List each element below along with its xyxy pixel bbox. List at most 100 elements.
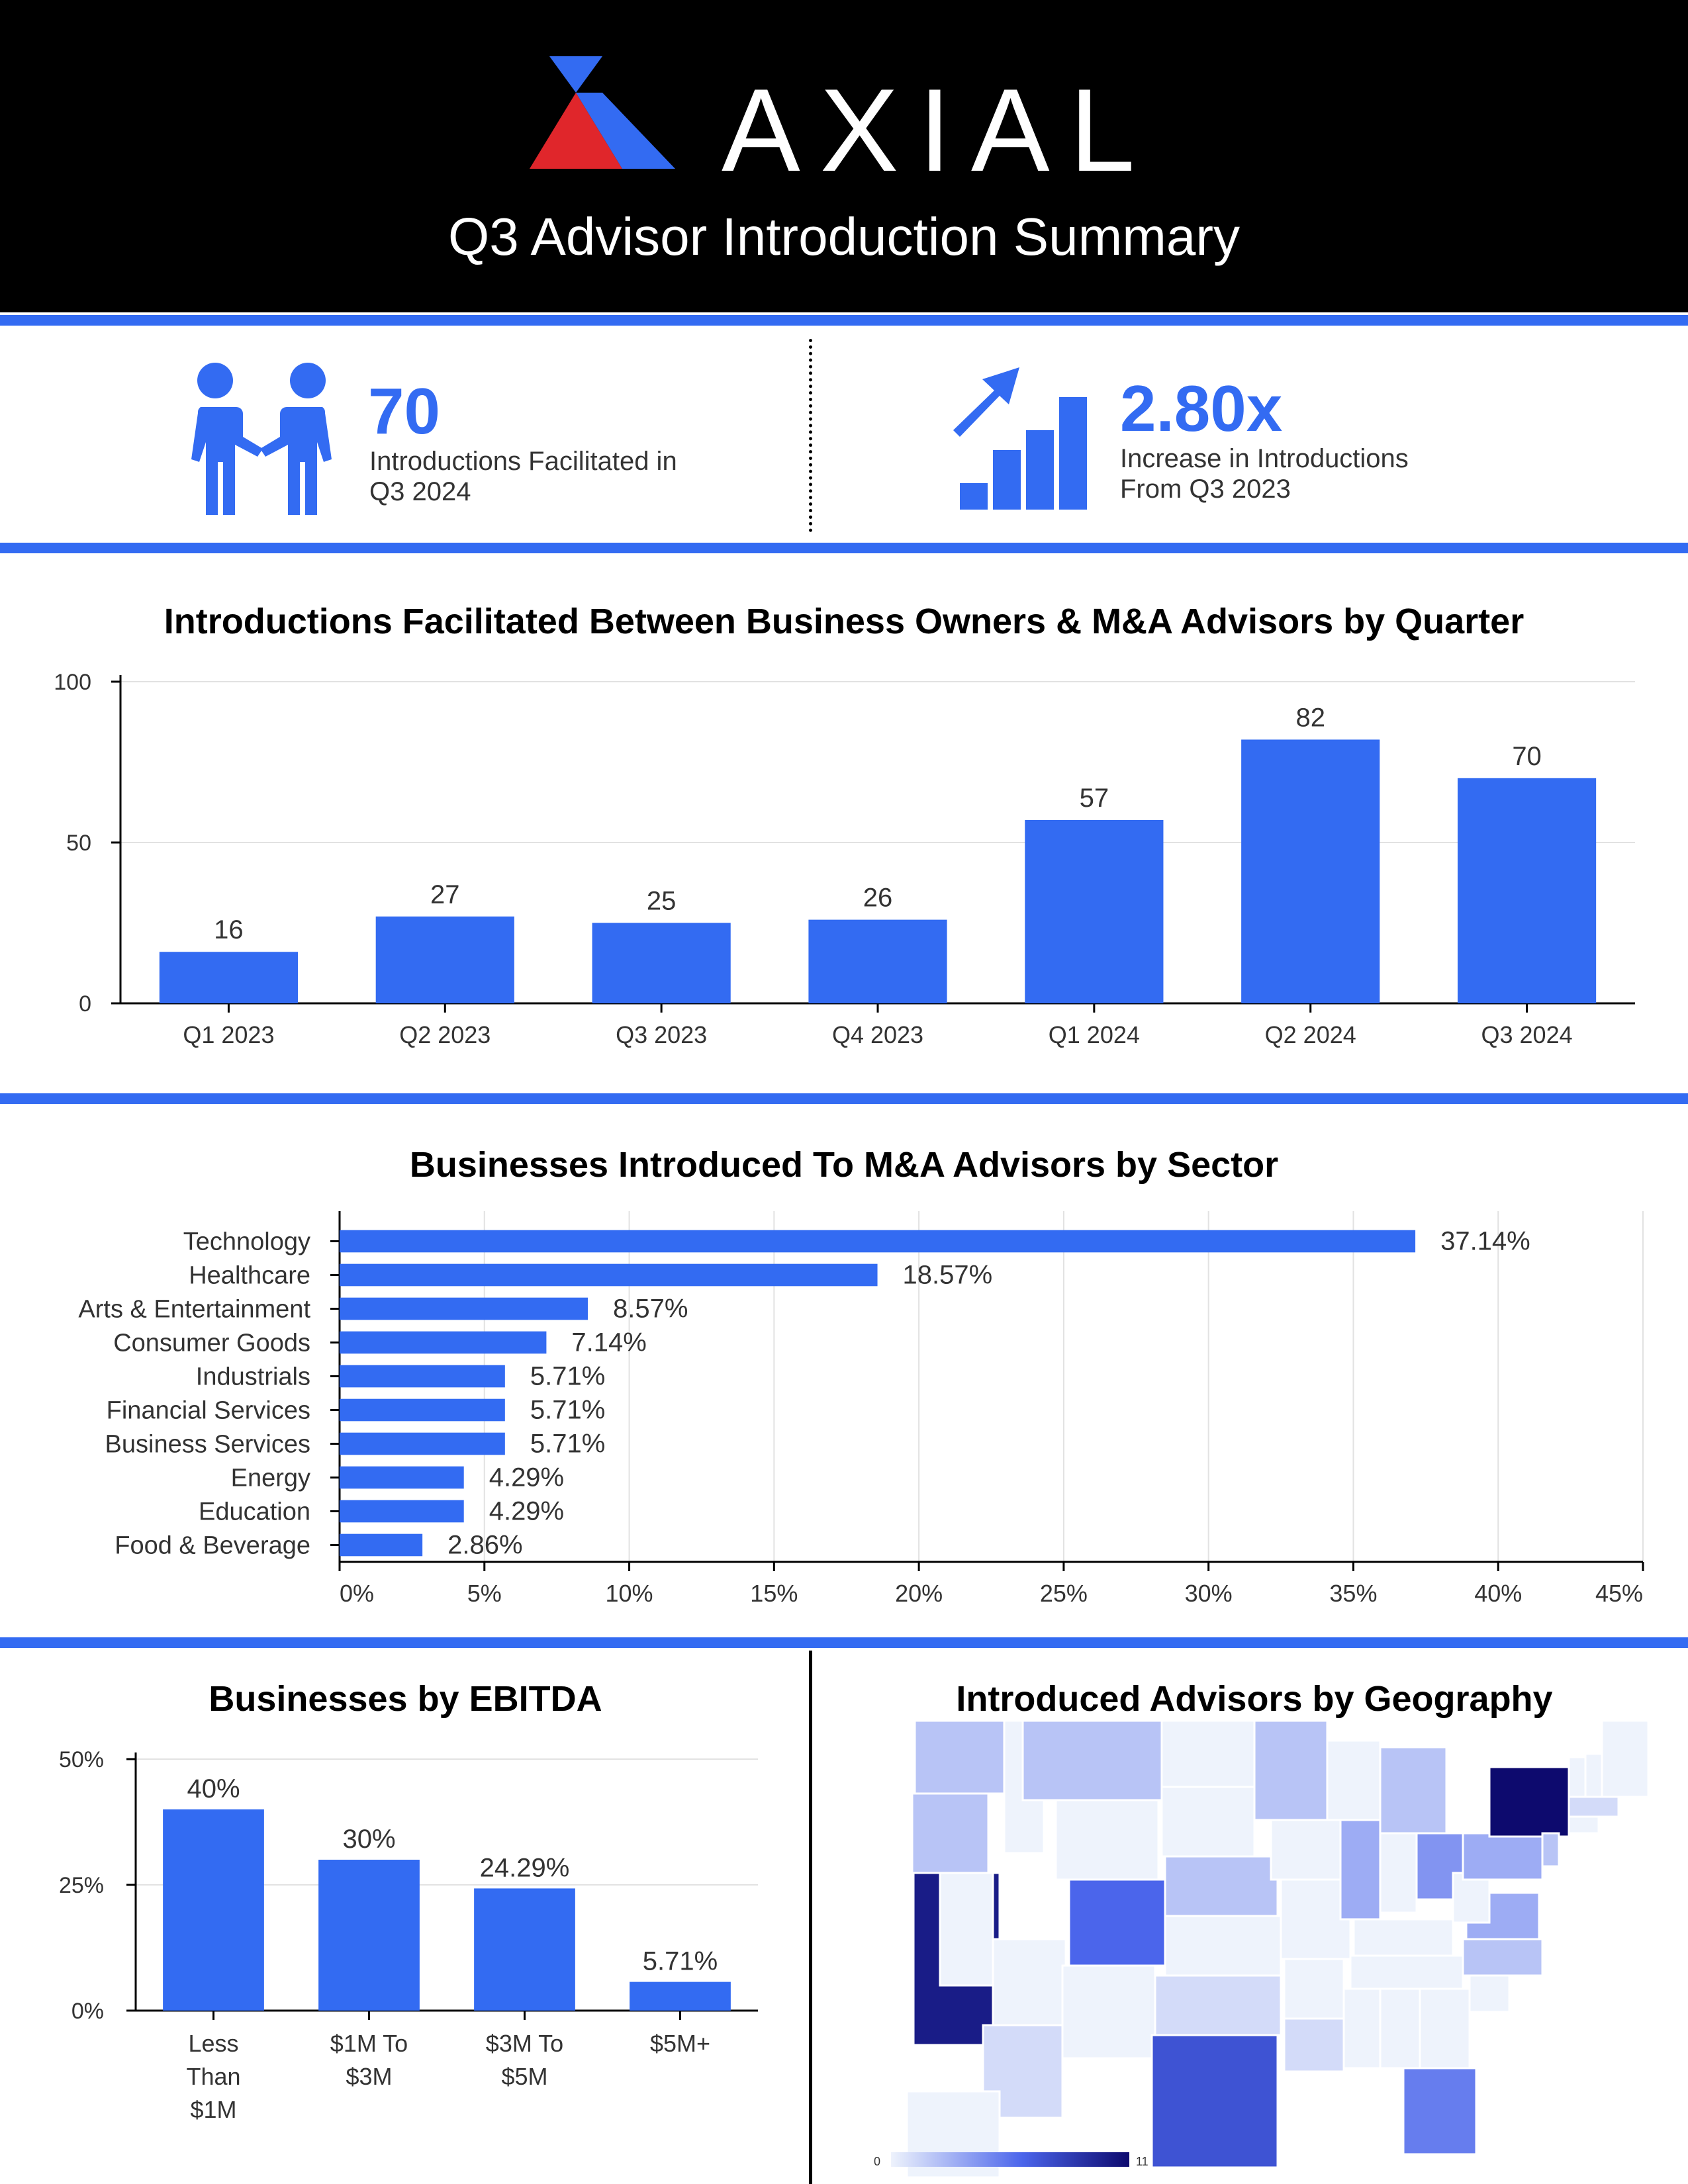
data-label: 7.14% <box>571 1328 646 1357</box>
x-tick-label: Q3 2023 <box>616 1021 707 1048</box>
x-tick-label: Q1 2024 <box>1049 1021 1140 1048</box>
y-tick-label: 100 <box>54 670 91 695</box>
map-state-IL <box>1339 1819 1382 1921</box>
section-divider <box>809 1651 812 2184</box>
bar <box>340 1432 505 1455</box>
map-state-MS <box>1342 1987 1382 2070</box>
y-tick-label: Technology <box>183 1228 310 1256</box>
map-state-MO <box>1280 1878 1352 1960</box>
bar <box>474 1888 575 2011</box>
x-tick-label: Q2 2023 <box>399 1021 491 1048</box>
bar <box>340 1466 464 1489</box>
y-tick-label: Education <box>199 1498 310 1526</box>
data-label: 26 <box>863 884 893 913</box>
bar <box>1457 778 1597 1003</box>
geography-map: 0 11 <box>874 1721 1650 2179</box>
map-state-NY <box>1488 1766 1570 1838</box>
x-tick-label: 20% <box>895 1580 943 1607</box>
x-tick-label: 35% <box>1329 1580 1377 1607</box>
stat-value-growth: 2.80x <box>1120 372 1283 445</box>
bar <box>340 1533 423 1557</box>
bar <box>318 1860 420 2011</box>
sector-bar-chart: 0% 5% 10% 15% 20% 25% 30% 35% 40% 45% 37.14% Techno… <box>78 1211 1644 1607</box>
bar <box>1025 819 1164 1003</box>
map-state-NJ <box>1541 1832 1560 1868</box>
map-state-KY <box>1352 1918 1454 1957</box>
y-tick-label: Food & Beverage <box>115 1532 310 1560</box>
divider-rule <box>0 315 1688 326</box>
data-label: 57 <box>1080 784 1109 813</box>
x-tick-label: $3M <box>346 2063 392 2090</box>
data-label: 18.57% <box>903 1261 993 1290</box>
map-state-CT <box>1568 1815 1600 1835</box>
quarterly-bar-chart: 0 50 100 16 Q1 2023 27 Q2 2023 25 Q3 2023 26 Q4 20… <box>54 670 1635 1048</box>
color-scale-bar <box>891 2152 1129 2167</box>
map-state-NV <box>939 1872 994 1987</box>
y-tick-label: 50 <box>66 831 91 856</box>
map-state-WY <box>1055 1799 1160 1881</box>
data-label: 5.71% <box>643 1947 718 1976</box>
map-state-WV <box>1452 1872 1491 1924</box>
map-state-UT <box>992 1938 1067 2026</box>
data-label: 4.29% <box>489 1463 564 1492</box>
map-state-MA <box>1568 1796 1620 1818</box>
map-state-NM <box>1061 1964 1156 2060</box>
bar <box>592 923 731 1003</box>
data-label: 82 <box>1295 703 1325 732</box>
data-label: 70 <box>1512 742 1542 771</box>
data-label: 8.57% <box>613 1295 688 1324</box>
y-tick-label: Business Services <box>105 1431 310 1459</box>
bar <box>808 919 947 1003</box>
y-tick-label: 0 <box>79 991 91 1017</box>
x-tick-label: 5% <box>467 1580 502 1607</box>
bar <box>340 1263 878 1287</box>
map-state-AR <box>1283 1958 1345 2020</box>
map-state-MT <box>1021 1721 1163 1801</box>
chart-title-geography: Introduced Advisors by Geography <box>956 1679 1553 1719</box>
divider-rule <box>0 1093 1688 1104</box>
map-state-AL <box>1379 1987 1421 2070</box>
map-state-MN <box>1253 1721 1329 1821</box>
y-tick-label: Healthcare <box>189 1262 310 1290</box>
bar <box>1241 739 1380 1003</box>
logo-wordmark: AXIAL <box>722 64 1155 196</box>
x-tick-label: 40% <box>1474 1580 1522 1607</box>
axial-logo-icon <box>530 56 675 169</box>
y-tick-label: Arts & Entertainment <box>78 1296 310 1324</box>
stat-label-line2: Q3 2024 <box>369 477 471 506</box>
y-tick-label: 25% <box>59 1873 104 1898</box>
bar <box>340 1500 464 1523</box>
header-banner: AXIAL Q3 Advisor Introduction Summary <box>0 0 1688 312</box>
map-state-IA <box>1270 1819 1342 1881</box>
data-label: 24.29% <box>480 1853 570 1882</box>
x-tick-label: Than <box>186 2063 240 2090</box>
x-tick-label: $3M To <box>486 2030 563 2057</box>
bar <box>159 952 299 1003</box>
map-state-IN <box>1379 1832 1418 1914</box>
color-scale-max: 11 <box>1136 2155 1149 2168</box>
divider-rule <box>0 1637 1688 1648</box>
chart-title-ebitda: Businesses by EBITDA <box>209 1679 602 1719</box>
stat-label-line2: From Q3 2023 <box>1120 475 1291 504</box>
y-tick-label: Industrials <box>196 1363 310 1391</box>
map-state-OK <box>1154 1974 1282 2036</box>
map-state-OR <box>911 1792 990 1874</box>
data-label: 30% <box>342 1825 395 1854</box>
color-scale-min: 0 <box>874 2155 880 2168</box>
bar <box>340 1230 1416 1253</box>
map-state-NC <box>1462 1938 1544 1977</box>
data-label: 16 <box>214 915 244 944</box>
data-label: 4.29% <box>489 1497 564 1526</box>
x-tick-label: Less <box>188 2030 238 2057</box>
divider-rule <box>0 543 1688 553</box>
bar <box>340 1297 588 1320</box>
x-tick-label: $5M <box>501 2063 547 2090</box>
data-label: 2.86% <box>447 1531 522 1560</box>
bar <box>340 1331 547 1354</box>
ebitda-bar-chart: 0% 25% 50% 40% Less Than $1M 30% $1M To $3M 24.29%… <box>59 1747 758 2123</box>
growth-chart-icon <box>953 367 1087 510</box>
stat-value-introductions: 70 <box>368 375 441 447</box>
map-state-PA <box>1462 1832 1544 1881</box>
bar <box>340 1365 505 1388</box>
map-state-NE <box>1164 1855 1279 1917</box>
